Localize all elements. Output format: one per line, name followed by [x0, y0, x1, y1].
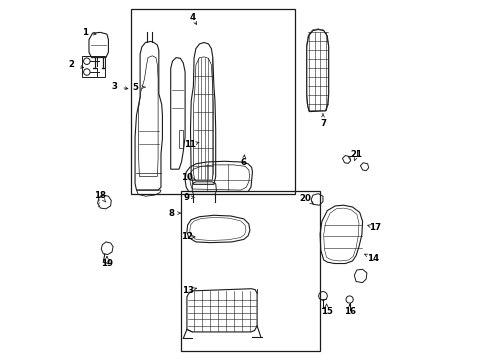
- Text: 20: 20: [299, 194, 311, 203]
- Text: 7: 7: [319, 118, 325, 127]
- Text: 18: 18: [94, 191, 105, 199]
- Bar: [131, 9, 294, 194]
- Text: 5: 5: [133, 83, 139, 91]
- Text: 11: 11: [183, 140, 195, 149]
- Text: 1: 1: [82, 28, 88, 37]
- Text: 3: 3: [112, 82, 118, 91]
- Text: 17: 17: [368, 223, 380, 232]
- Text: 4: 4: [189, 13, 195, 22]
- Bar: [82, 56, 104, 77]
- Text: 2: 2: [68, 60, 75, 69]
- Text: 8: 8: [168, 209, 174, 217]
- Text: 6: 6: [240, 158, 246, 167]
- Text: 21: 21: [350, 150, 362, 158]
- Text: 13: 13: [181, 287, 193, 295]
- Text: 12: 12: [181, 233, 192, 241]
- Text: 14: 14: [366, 254, 379, 263]
- Text: 15: 15: [320, 307, 332, 316]
- Text: 19: 19: [101, 259, 113, 268]
- Text: 10: 10: [181, 173, 192, 181]
- Text: 9: 9: [183, 193, 189, 202]
- Bar: [181, 191, 320, 351]
- Text: 16: 16: [343, 307, 355, 316]
